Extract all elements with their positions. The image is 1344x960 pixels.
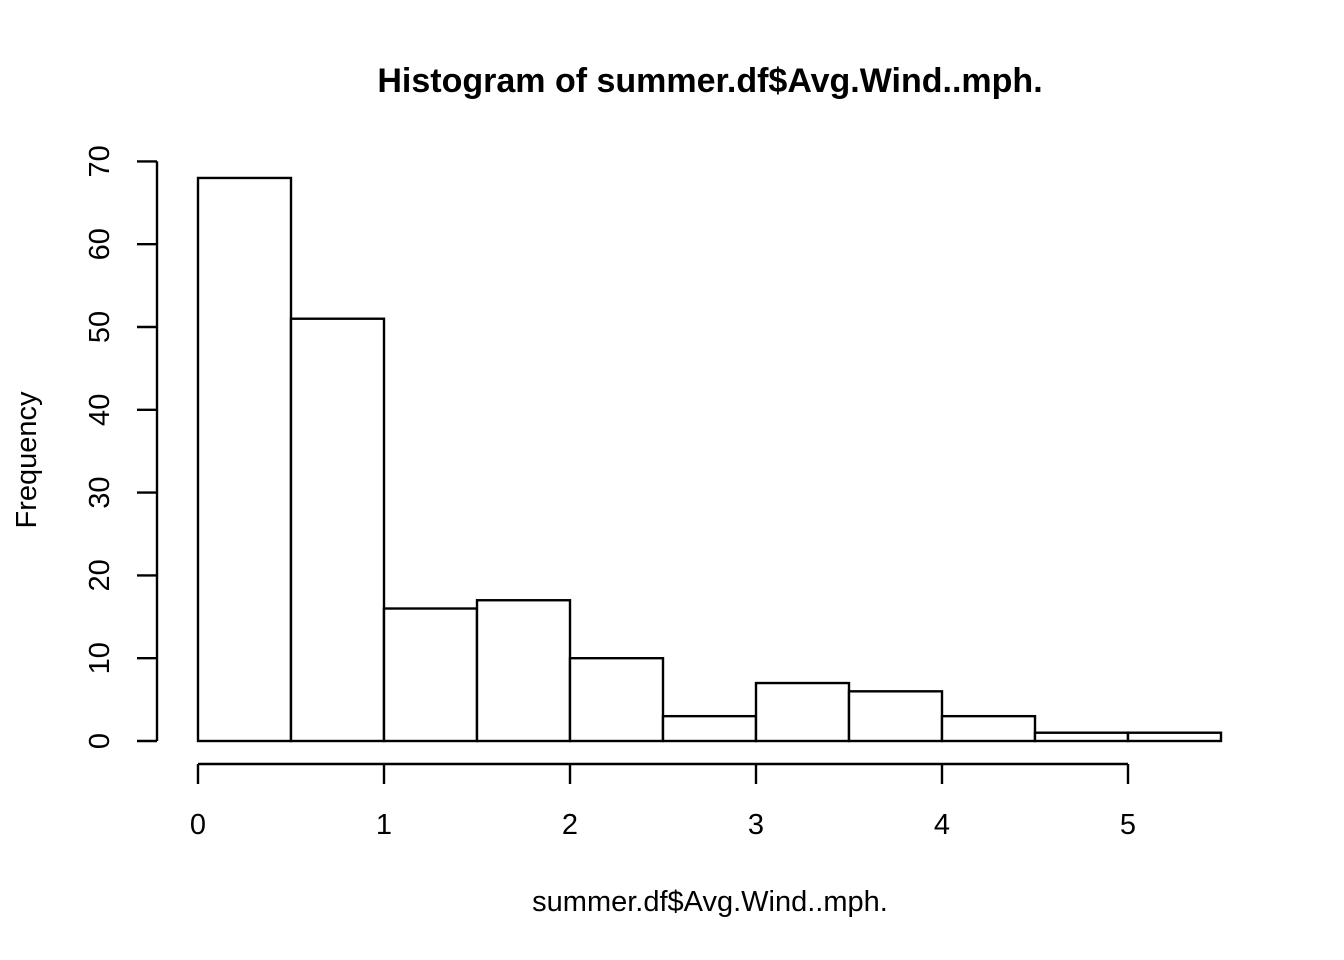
x-tick-label: 5 (1120, 809, 1136, 841)
y-axis-label: Frequency (11, 391, 43, 529)
histogram-bar (196, 176, 293, 743)
histogram-bar (289, 317, 386, 743)
y-tick-label: 40 (84, 394, 116, 426)
x-tick-label: 2 (562, 809, 578, 841)
x-tick-label: 4 (934, 809, 950, 841)
histogram-bar (940, 714, 1037, 743)
y-tick-label: 10 (84, 642, 116, 674)
y-tick-label: 50 (84, 311, 116, 343)
x-tick-label: 1 (376, 809, 392, 841)
x-tick-label: 0 (190, 809, 206, 841)
x-tick-label: 3 (748, 809, 764, 841)
y-tick-label: 0 (84, 733, 116, 749)
y-tick-label: 20 (84, 559, 116, 591)
y-tick-label: 30 (84, 476, 116, 508)
histogram-bar (661, 714, 758, 743)
histogram-bar (382, 607, 479, 743)
bars-group (196, 176, 1223, 743)
histogram-bar (847, 690, 944, 743)
histogram-bar (1126, 731, 1223, 743)
chart-title: Histogram of summer.df$Avg.Wind..mph. (377, 62, 1042, 100)
histogram-bar (1033, 731, 1130, 743)
histogram-bar (475, 599, 572, 743)
x-axis: 0 1 2 3 4 5 (190, 762, 1136, 841)
x-axis-label: summer.df$Avg.Wind..mph. (532, 886, 888, 918)
histogram-bar (568, 657, 665, 743)
y-tick-label: 70 (84, 145, 116, 177)
histogram-bar (754, 681, 851, 743)
y-tick-label: 60 (84, 228, 116, 260)
y-axis: 0 10 20 30 40 50 60 70 (84, 145, 159, 749)
